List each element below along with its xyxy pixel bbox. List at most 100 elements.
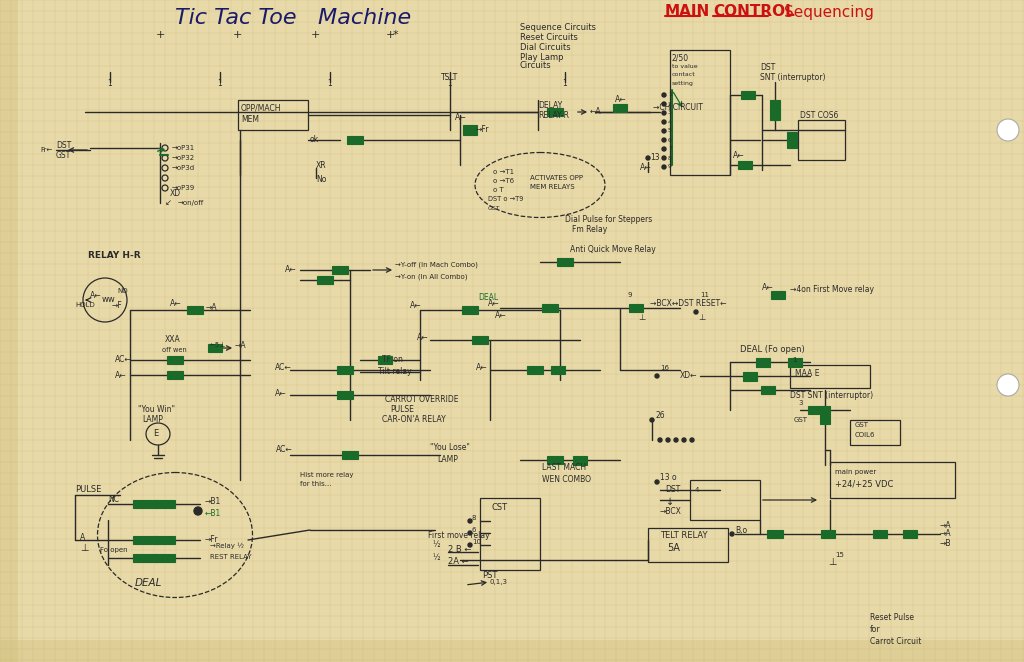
Text: XD←: XD← <box>680 371 697 381</box>
Bar <box>788 357 802 367</box>
Text: for: for <box>870 626 881 634</box>
Bar <box>167 371 183 379</box>
Text: XXA: XXA <box>165 336 181 344</box>
Text: A←: A← <box>455 113 467 122</box>
Bar <box>155 554 175 562</box>
Text: →oP32: →oP32 <box>172 155 196 161</box>
Text: →4on First Move relay: →4on First Move relay <box>790 285 874 295</box>
Circle shape <box>194 507 202 515</box>
Text: TELT RELAY: TELT RELAY <box>660 530 708 540</box>
Text: No: No <box>316 175 327 185</box>
Text: ww: ww <box>102 295 116 305</box>
Text: 1: 1 <box>108 79 113 89</box>
Circle shape <box>662 102 666 106</box>
Text: CST: CST <box>492 504 508 512</box>
Text: →B1: →B1 <box>205 496 221 506</box>
Bar <box>462 306 478 314</box>
Text: ½: ½ <box>432 540 439 549</box>
Bar <box>756 357 770 367</box>
Text: 3: 3 <box>668 111 672 115</box>
Text: for this...: for this... <box>300 481 332 487</box>
Text: o →T6: o →T6 <box>493 178 514 184</box>
Text: LAMP: LAMP <box>437 455 458 465</box>
Circle shape <box>662 111 666 115</box>
Circle shape <box>646 156 650 160</box>
Text: REST RELAY: REST RELAY <box>210 554 252 560</box>
Text: WEN COMBO: WEN COMBO <box>542 475 591 485</box>
Text: →oP39: →oP39 <box>172 185 196 191</box>
Text: ←5⊥: ←5⊥ <box>210 342 226 348</box>
Bar <box>0 0 18 662</box>
Text: COIL6: COIL6 <box>855 432 876 438</box>
Text: Fr←: Fr← <box>40 147 52 153</box>
Text: A←: A← <box>733 150 744 160</box>
Text: ⊥: ⊥ <box>828 557 837 567</box>
Text: LAST MACH: LAST MACH <box>542 463 586 473</box>
Text: 1: 1 <box>218 79 222 89</box>
Circle shape <box>162 155 168 161</box>
Circle shape <box>662 147 666 151</box>
Text: A←: A← <box>476 363 487 373</box>
Text: 1: 1 <box>447 79 453 89</box>
Text: DEAL: DEAL <box>135 578 163 588</box>
Text: 9: 9 <box>668 164 672 169</box>
Text: Anti Quick Move Relay: Anti Quick Move Relay <box>570 246 655 254</box>
Bar <box>187 306 203 314</box>
Bar <box>551 366 565 374</box>
Text: →BCX↔DST RESET←: →BCX↔DST RESET← <box>650 299 726 308</box>
Text: MAIN: MAIN <box>665 5 711 19</box>
Bar <box>738 161 752 169</box>
Text: →oP3d: →oP3d <box>172 165 196 171</box>
Circle shape <box>468 519 472 523</box>
Text: Play Lamp: Play Lamp <box>520 52 563 62</box>
Bar <box>547 108 563 116</box>
Text: MAA E: MAA E <box>795 369 819 379</box>
Circle shape <box>662 156 666 160</box>
Text: A←: A← <box>275 389 287 397</box>
Text: DEAL: DEAL <box>478 293 498 303</box>
Text: off wen: off wen <box>162 347 186 353</box>
Text: 8: 8 <box>668 156 672 160</box>
Bar <box>767 530 783 538</box>
Circle shape <box>690 438 694 442</box>
Text: Dial Pulse for Steppers: Dial Pulse for Steppers <box>565 216 652 224</box>
Circle shape <box>682 438 686 442</box>
Text: A←: A← <box>615 95 627 105</box>
Text: DST: DST <box>56 140 72 150</box>
Text: A←: A← <box>762 283 773 293</box>
Text: →Relay ½: →Relay ½ <box>210 543 244 549</box>
Circle shape <box>997 119 1019 141</box>
Text: A←: A← <box>640 164 651 173</box>
Text: →A: →A <box>940 520 951 530</box>
Bar <box>133 500 157 508</box>
Text: →B: →B <box>940 538 951 547</box>
Bar <box>133 536 157 544</box>
Bar <box>850 420 900 445</box>
Text: 1: 1 <box>792 357 797 363</box>
Text: CAR-ON'A RELAY: CAR-ON'A RELAY <box>382 416 445 424</box>
Text: Sequence Circuits: Sequence Circuits <box>520 23 596 32</box>
Bar <box>527 366 543 374</box>
Bar <box>480 498 540 570</box>
Bar <box>208 344 222 352</box>
Circle shape <box>662 165 666 169</box>
Bar <box>830 462 955 498</box>
Circle shape <box>694 310 698 314</box>
Bar <box>0 640 1024 662</box>
Bar <box>378 356 392 364</box>
Text: o T: o T <box>493 187 504 193</box>
Text: MEM RELAYS: MEM RELAYS <box>530 184 574 190</box>
Text: ⊥: ⊥ <box>698 314 706 322</box>
Text: GST: GST <box>56 150 72 160</box>
Text: 13 o: 13 o <box>660 473 677 483</box>
Bar <box>648 528 728 562</box>
Text: Sequencing: Sequencing <box>784 5 873 19</box>
Text: 2/50: 2/50 <box>672 54 689 62</box>
Text: →CH CIRCUIT: →CH CIRCUIT <box>653 103 702 113</box>
Text: NC: NC <box>108 495 119 504</box>
Text: →Y-on (In All Combo): →Y-on (In All Combo) <box>395 274 468 280</box>
Bar <box>821 530 835 538</box>
Text: →BCX: →BCX <box>660 508 682 516</box>
Bar <box>337 366 353 374</box>
Bar <box>743 371 757 381</box>
